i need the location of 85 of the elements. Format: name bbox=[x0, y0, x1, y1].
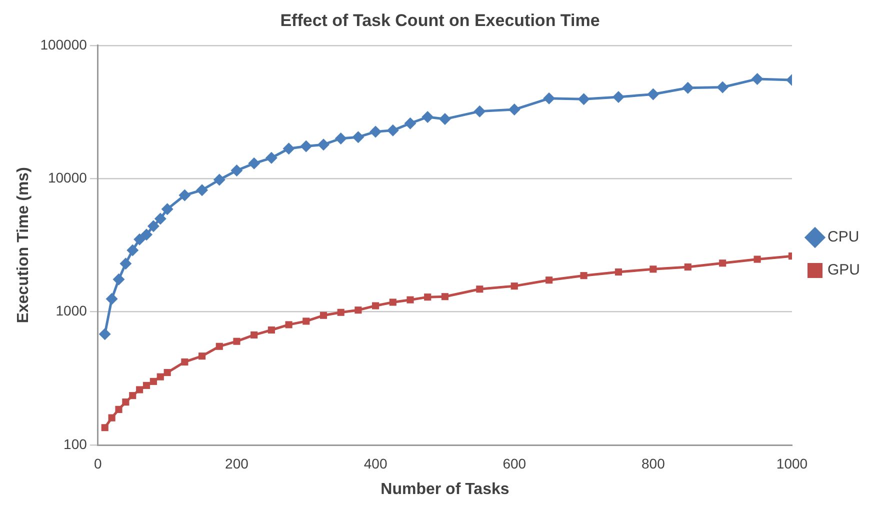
point bbox=[122, 398, 130, 406]
point bbox=[134, 233, 146, 246]
point bbox=[154, 212, 166, 225]
x-axis-title: Number of Tasks bbox=[380, 480, 510, 498]
point bbox=[441, 293, 448, 300]
y-tick-label: 100 bbox=[64, 436, 88, 452]
point bbox=[282, 142, 295, 155]
point bbox=[108, 414, 116, 422]
x-tick-label: 800 bbox=[642, 455, 666, 472]
point bbox=[126, 244, 139, 256]
point bbox=[129, 392, 136, 400]
point bbox=[370, 126, 382, 138]
point bbox=[404, 117, 416, 130]
y-axis-title: Execution Time (ms) bbox=[15, 167, 32, 324]
chart-title: Effect of Task Count on Execution Time bbox=[280, 10, 600, 30]
point bbox=[372, 302, 380, 310]
point bbox=[406, 296, 414, 304]
x-tick-label: 0 bbox=[94, 455, 102, 472]
point bbox=[112, 273, 125, 286]
point bbox=[140, 228, 153, 241]
point bbox=[580, 272, 588, 280]
point bbox=[337, 308, 344, 316]
point bbox=[546, 276, 553, 284]
point bbox=[754, 256, 761, 263]
point bbox=[614, 268, 622, 276]
point bbox=[317, 138, 330, 151]
legend-label: GPU bbox=[827, 262, 860, 279]
point bbox=[216, 342, 223, 350]
x-tick-label: 1000 bbox=[776, 455, 808, 472]
x-tick-label: 600 bbox=[502, 455, 526, 472]
point bbox=[682, 82, 694, 94]
legend-label: CPU bbox=[827, 228, 860, 246]
point bbox=[300, 140, 312, 152]
point bbox=[178, 189, 191, 202]
point bbox=[438, 113, 451, 126]
point bbox=[389, 298, 396, 306]
point bbox=[233, 338, 240, 345]
point bbox=[98, 328, 111, 340]
point bbox=[716, 81, 729, 94]
point bbox=[230, 164, 243, 177]
point bbox=[320, 312, 328, 319]
point bbox=[352, 131, 364, 144]
point bbox=[136, 386, 144, 394]
point bbox=[476, 286, 484, 293]
point bbox=[647, 88, 660, 100]
point bbox=[334, 132, 347, 145]
point bbox=[115, 406, 122, 413]
point bbox=[120, 258, 132, 270]
point bbox=[474, 105, 486, 118]
point bbox=[142, 382, 150, 389]
point bbox=[101, 424, 108, 432]
point bbox=[578, 93, 590, 106]
point bbox=[150, 378, 157, 385]
point bbox=[181, 358, 188, 366]
point bbox=[508, 104, 520, 116]
point bbox=[751, 72, 764, 85]
point bbox=[164, 368, 171, 376]
point bbox=[612, 90, 624, 103]
x-tick-label: 400 bbox=[364, 455, 388, 472]
point bbox=[248, 157, 260, 170]
point bbox=[543, 92, 556, 104]
point bbox=[285, 321, 292, 328]
point bbox=[268, 326, 275, 334]
point bbox=[213, 174, 226, 186]
point bbox=[424, 294, 432, 301]
point bbox=[354, 306, 362, 314]
point bbox=[161, 203, 174, 216]
point bbox=[265, 152, 278, 164]
point bbox=[106, 292, 118, 305]
point bbox=[302, 318, 310, 325]
point bbox=[422, 111, 434, 124]
y-tick-label: 1000 bbox=[56, 302, 88, 319]
point bbox=[510, 282, 518, 290]
point bbox=[147, 220, 160, 232]
point bbox=[684, 263, 692, 271]
y-tick-label: 10000 bbox=[48, 169, 88, 186]
point bbox=[156, 373, 164, 380]
point bbox=[250, 331, 258, 339]
y-tick-label: 100000 bbox=[40, 36, 88, 52]
x-tick-label: 200 bbox=[225, 455, 249, 472]
point bbox=[719, 260, 726, 267]
point bbox=[198, 352, 206, 360]
point bbox=[386, 124, 399, 136]
point bbox=[650, 266, 657, 273]
point bbox=[196, 184, 208, 196]
